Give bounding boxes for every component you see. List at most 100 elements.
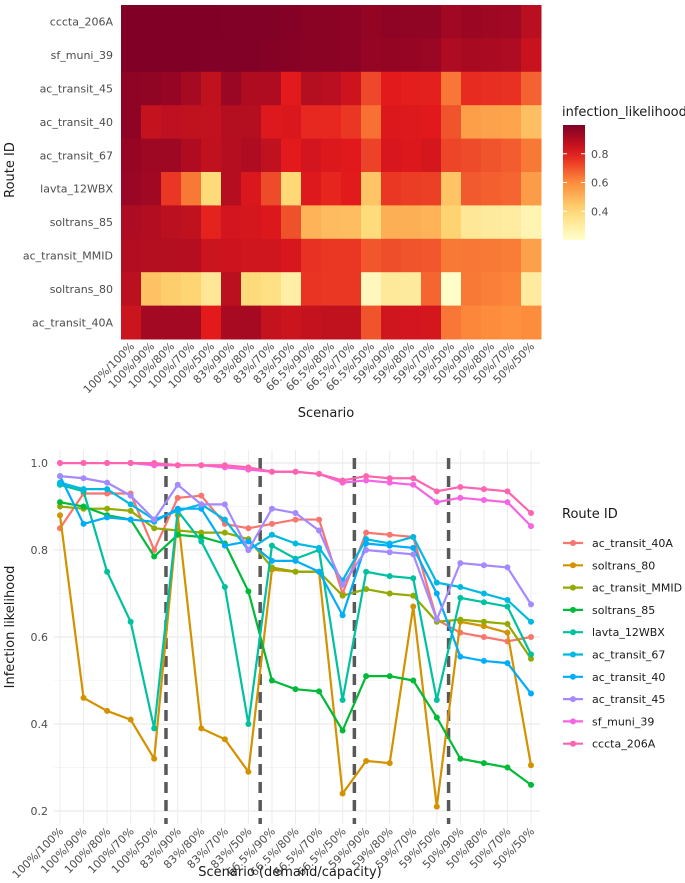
data-point-sf_muni_39 [504, 499, 511, 506]
legend-swatch-point [570, 606, 576, 613]
heatmap-cell [221, 272, 242, 307]
data-point-ac_transit_MMID [221, 529, 228, 536]
data-point-ac_transit_40A [104, 490, 111, 497]
infection-heatmap: cccta_206A sf_muni_39 ac_transit_45 ac_tran… [3, 5, 685, 421]
heatmap-cell [181, 205, 202, 240]
heatmap-cell [501, 105, 522, 140]
heatmap-cell [381, 71, 402, 106]
data-point-ac_transit_40A [245, 525, 252, 532]
data-point-sf_muni_39 [480, 497, 487, 504]
heatmap-cell [441, 172, 462, 206]
heatmap-cell [441, 272, 462, 307]
data-point-ac_transit_40A [386, 531, 393, 538]
data-point-ac_transit_45 [433, 616, 440, 623]
heatmap-cell [321, 205, 342, 240]
data-point-lavta_12WBX [198, 538, 205, 545]
heatmap-route-label: ac_transit_67 [40, 149, 113, 162]
heatmap-cell [381, 205, 402, 240]
heatmap-cell [221, 305, 242, 340]
data-point-ac_transit_67 [528, 618, 534, 625]
heatmap-cell [361, 238, 382, 273]
heatmap-cell [301, 238, 322, 273]
data-point-ac_transit_40 [292, 557, 299, 564]
data-point-cccta_206A [245, 464, 252, 471]
heatmap-cell [481, 305, 502, 340]
data-point-ac_transit_40A [528, 634, 534, 640]
heatmap-cell [421, 138, 442, 173]
heatmap-cell [321, 38, 342, 73]
heatmap-legend-tick: 0.8 [591, 148, 609, 161]
data-point-soltrans_80 [528, 762, 534, 769]
heatmap-cell [341, 305, 362, 340]
data-point-soltrans_80 [504, 629, 511, 636]
heatmap-cell [361, 205, 382, 240]
heatmap-cell [241, 272, 262, 307]
heatmap-cell [441, 205, 462, 240]
heatmap-cell [381, 305, 402, 340]
heatmap-cell [361, 105, 382, 140]
heatmap-cell [121, 305, 142, 340]
heatmap-cell [361, 172, 382, 206]
heatmap-cell [321, 172, 342, 206]
data-point-soltrans_85 [528, 781, 534, 788]
heatmap-cell [461, 272, 482, 307]
data-point-ac_transit_45 [292, 510, 299, 517]
heatmap-cell [461, 305, 482, 340]
heatmap-cell [241, 205, 262, 240]
heatmap-cell [261, 5, 282, 39]
heatmap-cell [521, 138, 542, 173]
y-tick-label: 0.6 [31, 631, 49, 644]
heatmap-cell [401, 272, 422, 307]
data-point-ac_transit_40 [104, 514, 111, 521]
legend-swatch-point [570, 718, 576, 725]
heatmap-cell [121, 71, 142, 106]
legend-label: ac_transit_45 [592, 693, 665, 706]
heatmap-cell [281, 305, 302, 340]
heatmap-cell [481, 205, 502, 240]
heatmap-cell [381, 238, 402, 273]
heatmap-cell [301, 5, 322, 39]
data-point-ac_transit_40 [245, 538, 252, 545]
heatmap-cell [161, 172, 182, 206]
data-point-lavta_12WBX [151, 725, 158, 732]
data-point-soltrans_80 [221, 736, 228, 743]
data-point-ac_transit_40 [363, 540, 370, 547]
data-point-ac_transit_40 [127, 516, 134, 523]
data-point-ac_transit_MMID [386, 590, 393, 597]
heatmap-cell [201, 305, 222, 340]
heatmap-cell [161, 38, 182, 73]
data-point-cccta_206A [292, 468, 299, 475]
data-point-ac_transit_45 [504, 564, 511, 571]
data-point-ac_transit_MMID [198, 529, 205, 536]
heatmap-cell [301, 272, 322, 307]
data-point-soltrans_80 [433, 803, 440, 810]
data-point-ac_transit_45 [339, 581, 346, 588]
line-chart-legend: Route ID ac_transit_40A soltrans_80 ac_tra… [562, 507, 682, 751]
data-point-soltrans_80 [410, 603, 417, 610]
data-point-ac_transit_45 [386, 549, 393, 556]
heatmap-cell [341, 272, 362, 307]
heatmap-cell [221, 172, 242, 206]
data-point-ac_transit_67 [433, 579, 440, 586]
data-point-soltrans_80 [339, 790, 346, 797]
heatmap-cell [401, 138, 422, 173]
heatmap-cell [241, 305, 262, 340]
heatmap-cell [281, 172, 302, 206]
legend-swatch-point [570, 584, 576, 591]
heatmap-cell [301, 205, 322, 240]
data-point-ac_transit_40A [174, 494, 181, 501]
heatmap-cell [341, 238, 362, 273]
heatmap-cell [141, 105, 162, 140]
heatmap-cell [441, 305, 462, 340]
data-point-sf_muni_39 [433, 499, 440, 506]
heatmap-cell [141, 5, 162, 39]
legend-swatch-point [570, 562, 576, 569]
heatmap-cell [341, 38, 362, 73]
heatmap-cell [481, 38, 502, 73]
data-point-lavta_12WBX [339, 697, 346, 704]
heatmap-cell [381, 272, 402, 307]
data-point-cccta_206A [528, 510, 534, 517]
legend-label: ac_transit_MMID [592, 582, 682, 595]
heatmap-route-label: soltrans_80 [50, 283, 113, 296]
heatmap-cell [281, 272, 302, 307]
